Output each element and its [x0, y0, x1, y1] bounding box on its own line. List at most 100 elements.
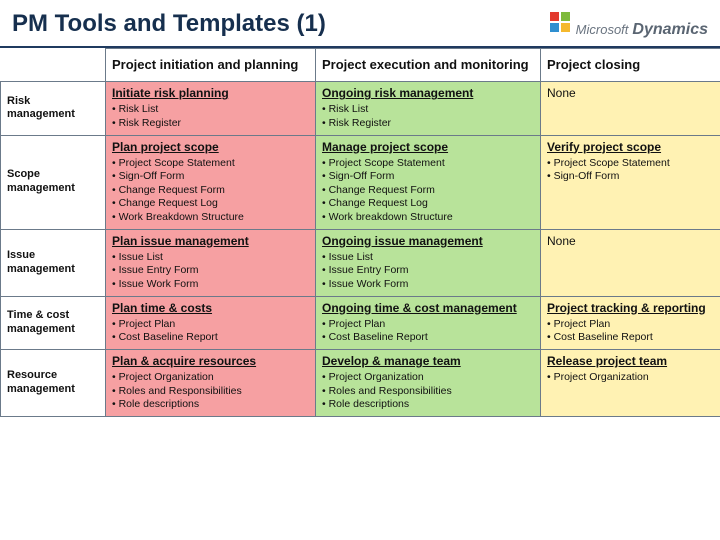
list-item: Roles and Responsibilities [112, 385, 309, 399]
cell-text: None [547, 86, 576, 100]
bullet-list: Project Scope StatementSign-Off FormChan… [322, 157, 534, 225]
bullet-list: Risk ListRisk Register [322, 103, 534, 130]
cell-heading: Initiate risk planning [112, 86, 309, 101]
list-item: Project Scope Statement [547, 157, 714, 171]
bullet-list: Project Organization [547, 371, 714, 385]
cell-heading: Develop & manage team [322, 354, 534, 369]
cell-heading: Plan issue management [112, 234, 309, 249]
cell-heading: Plan project scope [112, 140, 309, 155]
dynamics-icon [548, 10, 572, 39]
list-item: Issue List [322, 251, 534, 265]
cell-heading: Verify project scope [547, 140, 714, 155]
table-row: Scope management Plan project scope Projec… [1, 135, 720, 229]
table-cell: Manage project scope Project Scope Statem… [316, 135, 541, 229]
table-cell: Ongoing issue managementIssue ListIssue … [316, 229, 541, 296]
bullet-list: Issue ListIssue Entry FormIssue Work For… [322, 251, 534, 292]
cell-heading: Ongoing time & cost management [322, 301, 534, 316]
row-label: Issue management [1, 229, 106, 296]
cell-heading: Project tracking & reporting [547, 301, 714, 316]
table-cell: None [541, 82, 720, 135]
list-item: Project Plan [547, 318, 714, 332]
list-item: Project Plan [322, 318, 534, 332]
list-item: Issue List [112, 251, 309, 265]
col-head-execution: Project execution and monitoring [316, 49, 541, 82]
page-title: PM Tools and Templates (1) [12, 10, 326, 38]
table-cell: Project tracking & reporting Project Plan… [541, 296, 720, 349]
slide-header: PM Tools and Templates (1) Microsoft Dyn… [0, 0, 720, 46]
list-item: Issue Work Form [112, 278, 309, 292]
list-item: Cost Baseline Report [547, 331, 714, 345]
list-item: Project Scope Statement [322, 157, 534, 171]
brand-dynamics: Dynamics [632, 21, 708, 39]
cell-text: None [547, 234, 576, 248]
list-item: Sign-Off Form [547, 170, 714, 184]
list-item: Role descriptions [112, 398, 309, 412]
list-item: Work Breakdown Structure [112, 211, 309, 225]
table-cell: None [541, 229, 720, 296]
table-row: Risk management Initiate risk planning Ris… [1, 82, 720, 135]
bullet-list: Project PlanCost Baseline Report [547, 318, 714, 345]
row-label: Risk management [1, 82, 106, 135]
list-item: Risk List [112, 103, 309, 117]
brand-logo: Microsoft Dynamics [548, 10, 708, 39]
bullet-list: Project Scope StatementSign-Off FormChan… [112, 157, 309, 225]
list-item: Roles and Responsibilities [322, 385, 534, 399]
bullet-list: Project PlanCost Baseline Report [112, 318, 309, 345]
cell-heading: Plan & acquire resources [112, 354, 309, 369]
list-item: Change Request Log [322, 197, 534, 211]
cell-heading: Ongoing issue management [322, 234, 534, 249]
list-item: Change Request Log [112, 197, 309, 211]
bullet-list: Project Scope StatementSign-Off Form [547, 157, 714, 184]
row-label: Scope management [1, 135, 106, 229]
table-cell: Ongoing time & cost management Project Pl… [316, 296, 541, 349]
bullet-list: Project OrganizationRoles and Responsibi… [112, 371, 309, 412]
table-cell: Plan project scope Project Scope Statemen… [106, 135, 316, 229]
list-item: Sign-Off Form [322, 170, 534, 184]
brand-ms: Microsoft [576, 22, 629, 37]
list-item: Project Organization [547, 371, 714, 385]
cell-heading: Plan time & costs [112, 301, 309, 316]
list-item: Change Request Form [322, 184, 534, 198]
list-item: Work breakdown Structure [322, 211, 534, 225]
row-label: Time & cost management [1, 296, 106, 349]
list-item: Issue Entry Form [112, 264, 309, 278]
list-item: Project Organization [112, 371, 309, 385]
list-item: Cost Baseline Report [322, 331, 534, 345]
list-item: Sign-Off Form [112, 170, 309, 184]
cell-heading: Release project team [547, 354, 714, 369]
table-row: Issue management Plan issue management Iss… [1, 229, 720, 296]
col-head-closing: Project closing [541, 49, 720, 82]
list-item: Issue Work Form [322, 278, 534, 292]
cell-heading: Manage project scope [322, 140, 534, 155]
col-head-planning: Project initiation and planning [106, 49, 316, 82]
row-label: Resource management [1, 349, 106, 416]
list-item: Change Request Form [112, 184, 309, 198]
list-item: Issue Entry Form [322, 264, 534, 278]
list-item: Role descriptions [322, 398, 534, 412]
table-row: Time & cost managementPlan time & costsP… [1, 296, 720, 349]
table-cell: Plan & acquire resources Project Organiza… [106, 349, 316, 416]
table-cell: Ongoing risk management Risk ListRisk Reg… [316, 82, 541, 135]
table-cell: Plan time & costs Project PlanCost Baseli… [106, 296, 316, 349]
table-cell: Verify project scope Project Scope Statem… [541, 135, 720, 229]
list-item: Project Organization [322, 371, 534, 385]
list-item: Risk Register [322, 117, 534, 131]
table-cell: Initiate risk planning Risk ListRisk Regi… [106, 82, 316, 135]
bullet-list: Risk ListRisk Register [112, 103, 309, 130]
table-cell: Develop & manage team Project Organizatio… [316, 349, 541, 416]
cell-heading: Ongoing risk management [322, 86, 534, 101]
list-item: Project Scope Statement [112, 157, 309, 171]
table-cell: Plan issue management Issue ListIssue Ent… [106, 229, 316, 296]
list-item: Project Plan [112, 318, 309, 332]
table-row: Resource managementPlan & acquire resour… [1, 349, 720, 416]
table-cell: Release project team Project Organization [541, 349, 720, 416]
list-item: Risk Register [112, 117, 309, 131]
bullet-list: Issue ListIssue Entry FormIssue Work For… [112, 251, 309, 292]
list-item: Risk List [322, 103, 534, 117]
bullet-list: Project PlanCost Baseline Report [322, 318, 534, 345]
list-item: Cost Baseline Report [112, 331, 309, 345]
table-header-row: Project initiation and planning Project … [1, 49, 720, 82]
corner-cell [1, 49, 106, 82]
pm-tools-table: Project initiation and planning Project … [0, 48, 720, 417]
bullet-list: Project OrganizationRoles and Responsibi… [322, 371, 534, 412]
